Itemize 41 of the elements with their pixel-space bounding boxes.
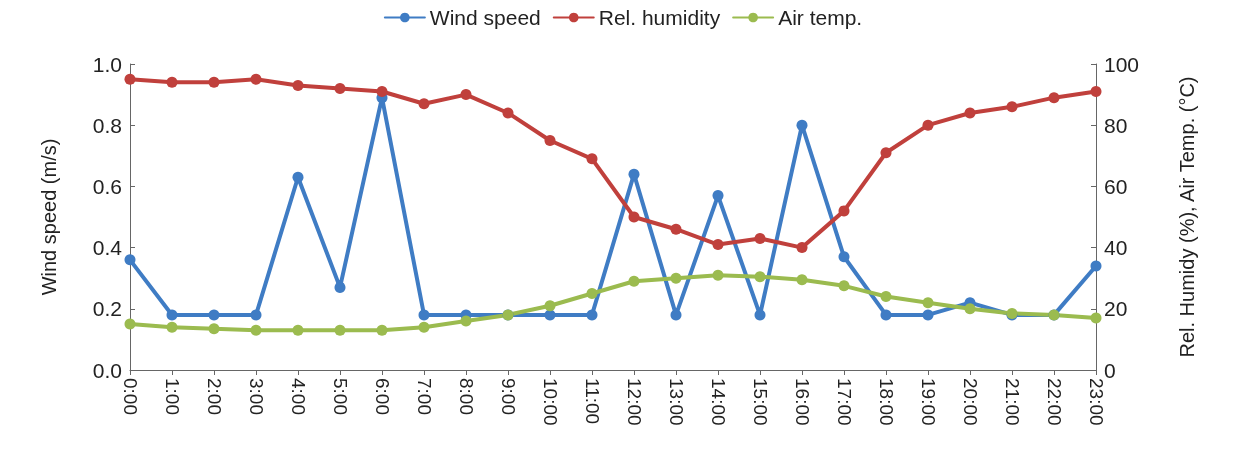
y-tick-label: 0.0: [92, 358, 122, 382]
legend-label: Air temp.: [778, 6, 863, 29]
x-tick-label: 1:00: [161, 378, 183, 415]
x-tick-label: 22:00: [1043, 378, 1065, 426]
x-tick-label: 8:00: [455, 378, 477, 415]
x-tick-label: 21:00: [1001, 378, 1023, 426]
x-tick-label: 0:00: [119, 378, 141, 415]
x-tick-label: 2:00: [203, 378, 225, 415]
x-tick-label: 3:00: [245, 378, 267, 415]
x-tick-label: 9:00: [497, 378, 519, 415]
x-tick-label: 10:00: [539, 378, 561, 426]
x-tick-label: 12:00: [623, 378, 645, 426]
legend-label: Rel. humidity: [598, 6, 721, 29]
x-tick-label: 4:00: [287, 378, 309, 415]
y-tick-label: 0.4: [92, 236, 123, 260]
x-tick-label: 11:00: [581, 378, 603, 425]
y2-axis-title: Rel. Humidy (%), Air Temp. (°C): [1176, 76, 1198, 358]
y-tick-label: 0.2: [92, 297, 122, 321]
y-axis-title: Wind speed (m/s): [38, 138, 60, 296]
x-tick-label: 16:00: [791, 378, 813, 426]
x-tick-label: 23:00: [1085, 378, 1107, 426]
x-tick-label: 15:00: [749, 378, 771, 426]
x-tick-label: 7:00: [413, 378, 435, 415]
y-tick-label: 1.0: [92, 52, 122, 76]
x-tick-label: 6:00: [371, 378, 393, 415]
y-tick-label: 0.8: [92, 113, 122, 137]
y-tick-label: 0.6: [92, 174, 122, 198]
x-tick-label: 17:00: [833, 378, 855, 426]
y2-tick-label: 40: [1104, 236, 1128, 260]
x-tick-label: 14:00: [707, 378, 729, 426]
y2-tick-label: 0: [1104, 358, 1116, 382]
y2-tick-label: 100: [1104, 52, 1140, 76]
x-tick-label: 18:00: [875, 378, 897, 426]
x-tick-label: 19:00: [917, 378, 939, 426]
y2-tick-label: 80: [1104, 113, 1128, 137]
x-tick-label: 13:00: [665, 378, 687, 426]
x-tick-label: 20:00: [959, 378, 981, 426]
legend-label: Wind speed: [429, 6, 541, 29]
x-tick-label: 5:00: [329, 378, 351, 415]
y2-tick-label: 60: [1104, 174, 1128, 198]
y2-tick-label: 20: [1104, 297, 1128, 321]
